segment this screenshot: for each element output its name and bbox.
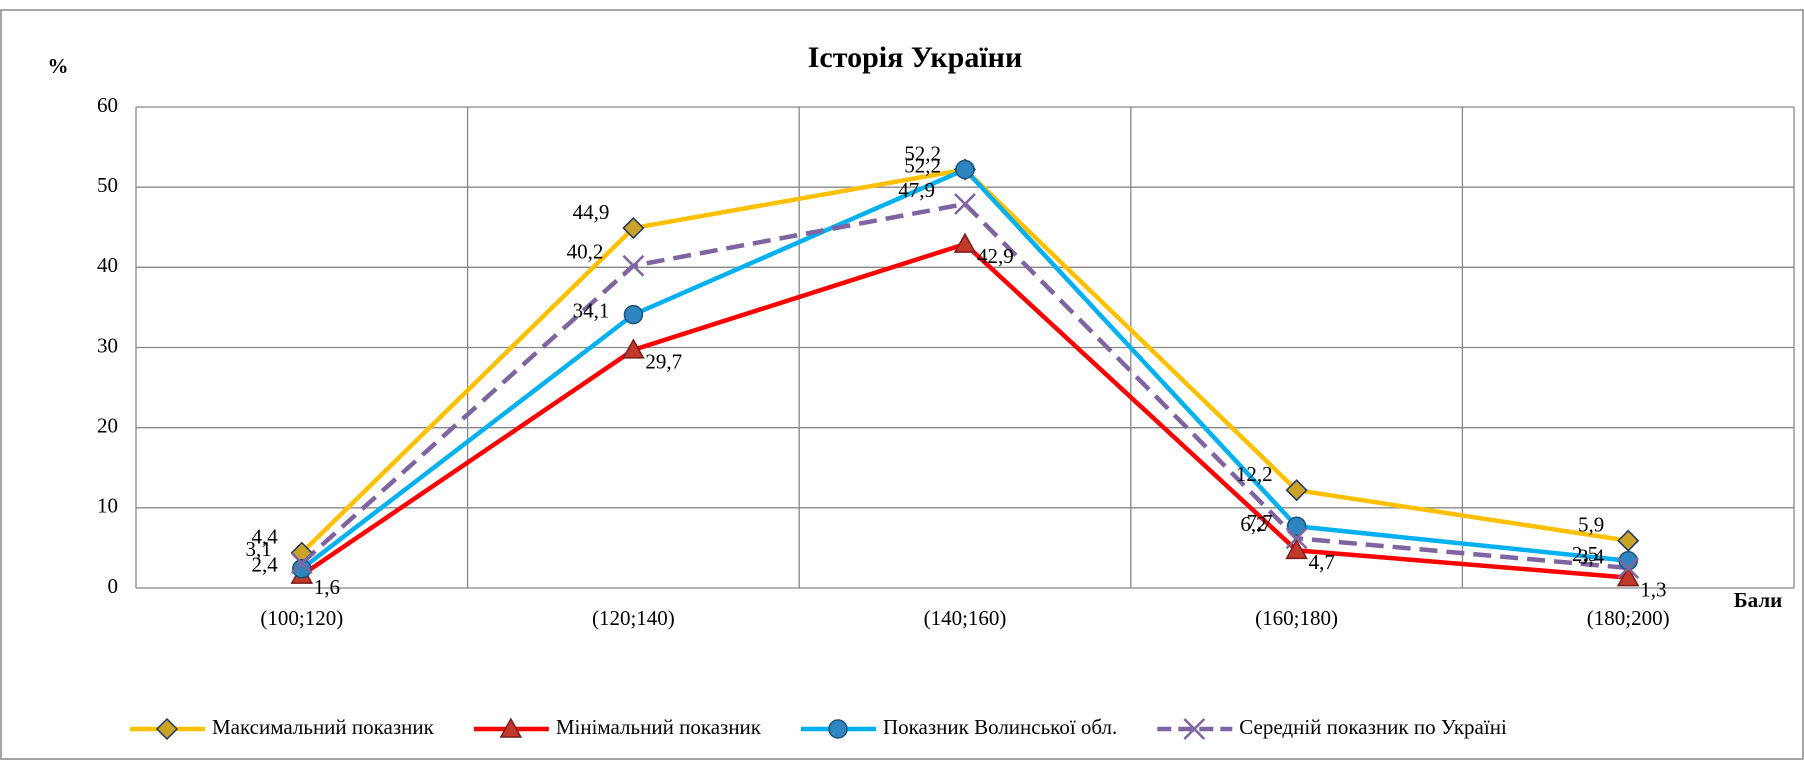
y-tick-label: 20	[97, 413, 118, 437]
legend-label: Мінімальний показник	[556, 715, 762, 739]
legend-label: Середній показник по Україні	[1239, 715, 1507, 739]
value-label: 4,4	[252, 525, 279, 549]
value-label: 52,2	[904, 153, 941, 177]
x-tick-label: (180;200)	[1587, 606, 1670, 630]
value-label: 3,1	[246, 537, 272, 561]
marker	[1285, 479, 1308, 502]
y-tick-label: 60	[97, 93, 118, 117]
x-axis-label: Бали	[1734, 588, 1782, 612]
value-label: 2,5	[1572, 542, 1598, 566]
value-label: 2,4	[252, 553, 279, 577]
marker	[828, 719, 848, 739]
legend-label: Максимальний показник	[212, 715, 435, 739]
legend-label: Показник Волинської обл.	[883, 715, 1117, 739]
marker	[953, 232, 977, 253]
value-label: 34,1	[573, 298, 610, 322]
x-tick-label: (140;160)	[924, 606, 1007, 630]
x-tick-label: (100;120)	[260, 606, 343, 630]
marker	[622, 216, 645, 240]
y-tick-label: 30	[97, 333, 118, 357]
marker	[290, 552, 313, 575]
value-label: 12,2	[1236, 462, 1273, 486]
value-label: 5,9	[1578, 513, 1604, 537]
marker	[155, 717, 179, 741]
marker	[1183, 718, 1206, 740]
y-tick-label: 50	[97, 173, 118, 197]
y-tick-label: 0	[108, 574, 119, 598]
marker	[1286, 516, 1307, 537]
value-label: 42,9	[977, 244, 1014, 268]
value-label: 4,7	[1309, 550, 1335, 574]
marker	[623, 304, 644, 325]
value-label: 3,4	[1578, 545, 1605, 569]
marker	[1285, 527, 1308, 550]
marker	[1617, 529, 1640, 552]
marker	[622, 338, 645, 359]
value-label: 52,2	[904, 141, 941, 165]
value-label: 1,3	[1640, 577, 1666, 601]
marker	[1618, 550, 1638, 571]
value-label: 7,7	[1246, 510, 1272, 534]
y-tick-label: 40	[97, 253, 118, 277]
chart-title: Історія України	[808, 41, 1023, 74]
marker	[499, 717, 523, 738]
value-label: 40,2	[567, 240, 604, 264]
x-tick-label: (160;180)	[1255, 606, 1338, 630]
value-label: 1,6	[314, 575, 340, 599]
x-tick-label: (120;140)	[592, 606, 675, 630]
marker	[1617, 557, 1640, 579]
value-label: 47,9	[898, 178, 935, 202]
marker	[292, 559, 312, 579]
y-axis-label: %	[48, 54, 69, 78]
value-label: 29,7	[645, 350, 682, 374]
marker	[1616, 566, 1640, 587]
marker	[955, 159, 975, 180]
value-label: 6,2	[1240, 512, 1266, 536]
line	[300, 201, 1629, 571]
marker	[622, 254, 645, 277]
chart-frame	[0, 9, 1804, 760]
y-tick-label: 10	[97, 494, 118, 518]
marker	[954, 193, 976, 215]
value-label: 44,9	[573, 200, 610, 224]
marker	[1285, 538, 1308, 560]
